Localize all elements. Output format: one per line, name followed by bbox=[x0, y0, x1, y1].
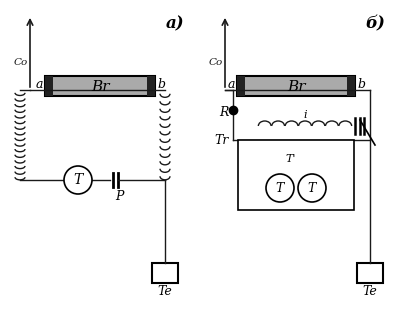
Text: b: b bbox=[157, 77, 165, 90]
Text: Te: Te bbox=[363, 285, 377, 298]
Text: T': T' bbox=[286, 154, 296, 164]
Bar bbox=[237, 76, 355, 96]
Bar bbox=[357, 263, 383, 283]
Text: a: a bbox=[36, 77, 43, 90]
Text: b: b bbox=[357, 77, 365, 90]
Circle shape bbox=[298, 174, 326, 202]
Text: a: a bbox=[228, 77, 235, 90]
Bar bbox=[237, 76, 245, 96]
Text: i: i bbox=[303, 110, 307, 120]
Text: б): б) bbox=[365, 15, 385, 32]
Bar bbox=[147, 76, 155, 96]
Text: а): а) bbox=[166, 15, 184, 32]
Circle shape bbox=[266, 174, 294, 202]
Text: T: T bbox=[73, 173, 83, 187]
Bar bbox=[45, 76, 53, 96]
Text: P: P bbox=[115, 190, 123, 203]
Text: Te: Te bbox=[158, 285, 172, 298]
Text: R: R bbox=[220, 106, 229, 119]
Text: Br: Br bbox=[287, 80, 305, 94]
Text: Br: Br bbox=[91, 80, 109, 94]
Text: Co: Co bbox=[209, 58, 223, 67]
Bar bbox=[45, 76, 155, 96]
Text: T: T bbox=[308, 181, 316, 194]
Text: Co: Co bbox=[14, 58, 28, 67]
Circle shape bbox=[64, 166, 92, 194]
Text: T: T bbox=[276, 181, 284, 194]
Bar bbox=[152, 263, 178, 283]
Bar bbox=[238, 140, 354, 210]
Text: Tr: Tr bbox=[215, 134, 229, 147]
Bar bbox=[347, 76, 355, 96]
